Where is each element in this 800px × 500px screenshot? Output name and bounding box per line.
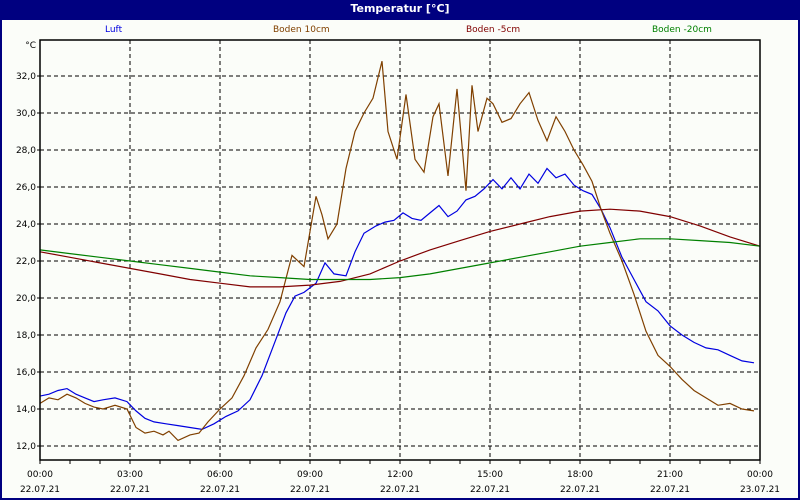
y-tick-label: 28,0 bbox=[16, 146, 36, 156]
x-tick-date: 22.07.21 bbox=[20, 485, 60, 495]
x-tick-date: 22.07.21 bbox=[110, 485, 150, 495]
y-tick-label: 12,0 bbox=[16, 442, 36, 452]
x-tick-date: 23.07.21 bbox=[740, 485, 780, 495]
x-tick-date: 22.07.21 bbox=[380, 485, 420, 495]
y-tick-label: 26,0 bbox=[16, 183, 36, 193]
chart-title: Temperatur [°C] bbox=[0, 0, 800, 20]
x-tick-date: 22.07.21 bbox=[200, 485, 240, 495]
grid-lines bbox=[37, 40, 761, 464]
series-lines bbox=[39, 61, 761, 442]
plot-frame bbox=[39, 39, 761, 461]
x-tick-date: 22.07.21 bbox=[470, 485, 510, 495]
series-line-luft bbox=[39, 167, 755, 431]
y-tick-label: 20,0 bbox=[16, 294, 36, 304]
y-axis-unit: °C bbox=[25, 41, 36, 51]
y-tick-label: 22,0 bbox=[16, 257, 36, 267]
x-axis-labels: 00:00 22.07.21 03:00 22.07.21 06:00 22.07.21 0… bbox=[20, 470, 780, 495]
x-tick-time: 00:00 bbox=[747, 470, 773, 480]
y-tick-label: 16,0 bbox=[16, 368, 36, 378]
x-tick-time: 06:00 bbox=[207, 470, 233, 480]
series-line-boden--5cm bbox=[39, 208, 761, 288]
y-axis-labels: 12,0 14,0 16,0 18,0 20,0 22,0 24,0 26,0 28,0 30,0… bbox=[16, 72, 36, 452]
x-tick-time: 12:00 bbox=[387, 470, 413, 480]
legend-item: Boden -5cm bbox=[466, 25, 521, 35]
legend-item: Boden -20cm bbox=[652, 25, 712, 35]
y-tick-label: 30,0 bbox=[16, 109, 36, 119]
y-tick-label: 32,0 bbox=[16, 72, 36, 82]
y-tick-label: 18,0 bbox=[16, 331, 36, 341]
x-tick-time: 21:00 bbox=[657, 470, 683, 480]
legend-item: Luft bbox=[105, 25, 123, 35]
x-tick-time: 09:00 bbox=[297, 470, 323, 480]
series-line-boden--20cm bbox=[39, 238, 761, 281]
x-tick-date: 22.07.21 bbox=[650, 485, 690, 495]
y-tick-label: 14,0 bbox=[16, 405, 36, 415]
series-line-boden-10cm bbox=[39, 61, 755, 442]
x-tick-time: 03:00 bbox=[117, 470, 143, 480]
x-tick-time: 00:00 bbox=[27, 470, 53, 480]
x-tick-date: 22.07.21 bbox=[290, 485, 330, 495]
x-tick-time: 18:00 bbox=[567, 470, 593, 480]
y-tick-label: 24,0 bbox=[16, 220, 36, 230]
legend-item: Boden 10cm bbox=[273, 25, 330, 35]
x-tick-date: 22.07.21 bbox=[560, 485, 600, 495]
x-tick-time: 15:00 bbox=[477, 470, 503, 480]
